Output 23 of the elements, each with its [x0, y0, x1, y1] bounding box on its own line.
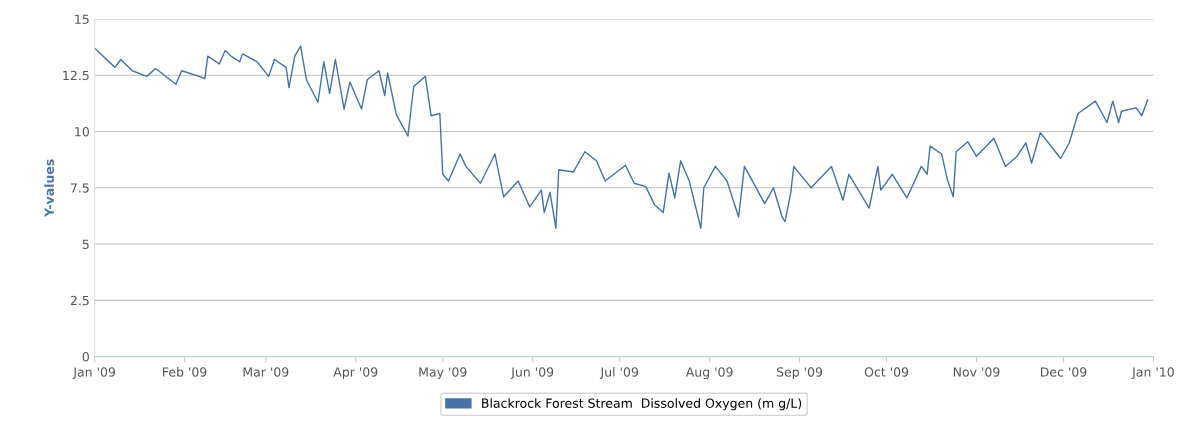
x-tick-label: Feb '09 [163, 367, 207, 377]
x-tick-label: Mar '09 [243, 367, 289, 377]
y-tick-label: 2.5 [70, 295, 89, 306]
x-tick-label: Jun '09 [510, 367, 554, 380]
x-tick-label: Nov '09 [953, 367, 1000, 377]
x-tick-label: Oct '09 [864, 367, 909, 377]
x-tick-label: Apr '09 [333, 367, 378, 380]
y-tick-label: 5 [82, 239, 89, 249]
x-tick-label: Dec '09 [1040, 367, 1087, 377]
legend-label: Blackrock Forest Stream Dissolved Oxygen (m g/L) [482, 398, 802, 411]
y-tick-label: 15 [75, 14, 89, 24]
x-tick-label: Jan '09 [72, 367, 116, 380]
x-tick-label: Sep '09 [776, 367, 823, 380]
y-tick-label: 12.5 [63, 70, 89, 81]
y-tick-label: 7.5 [70, 183, 89, 193]
y-tick-label: 0 [82, 352, 89, 362]
y-axis-title: Y-values [44, 159, 54, 217]
line-series [94, 45, 1149, 229]
x-tick-label: Jan '10 [1131, 367, 1174, 380]
x-tick-label: May '09 [419, 367, 467, 380]
x-tick-label: Aug '09 [685, 367, 733, 380]
x-tick-label: Jul '09 [599, 367, 638, 380]
y-tick-label: 10 [75, 127, 89, 137]
